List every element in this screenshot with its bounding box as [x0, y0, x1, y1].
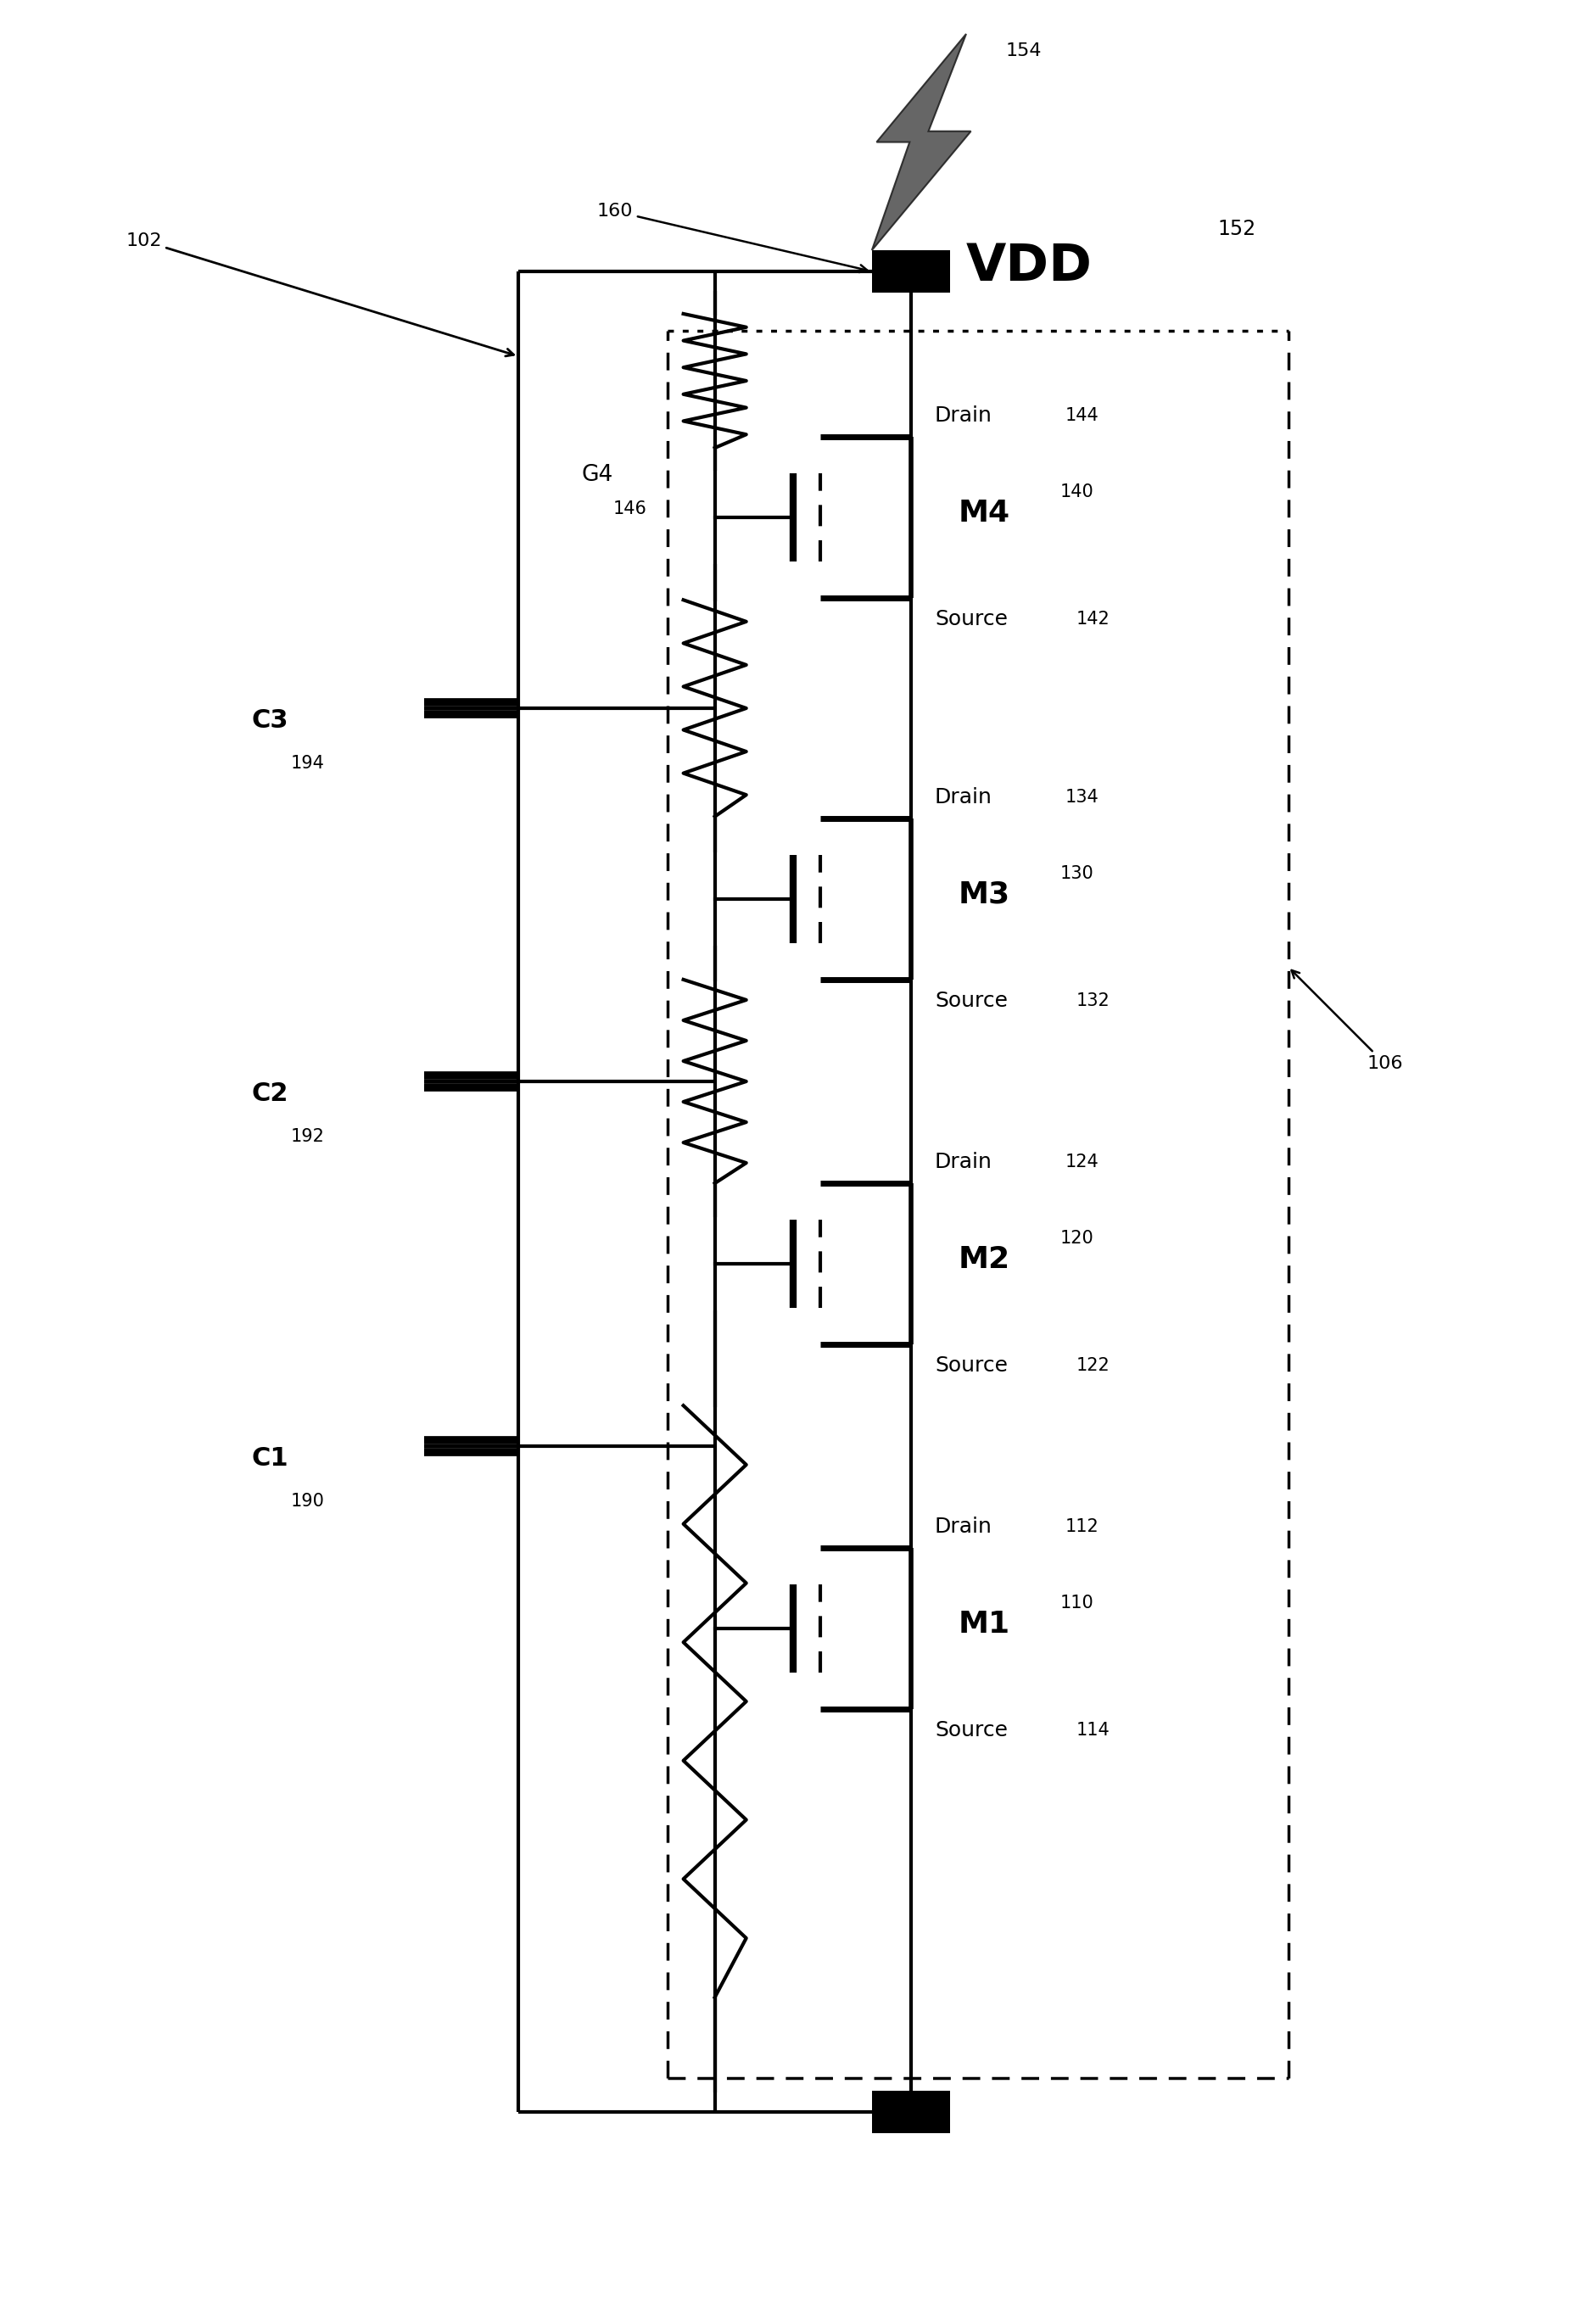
Text: 110: 110 [1060, 1594, 1093, 1611]
Text: 160: 160 [597, 202, 867, 272]
Text: 124: 124 [1065, 1153, 1098, 1171]
Text: G4: G4 [581, 465, 613, 486]
Text: C3: C3 [251, 709, 287, 734]
Text: C2: C2 [251, 1083, 287, 1106]
Text: 140: 140 [1060, 483, 1093, 500]
Text: 194: 194 [291, 755, 325, 772]
Text: 114: 114 [1076, 1722, 1109, 1738]
Text: 152: 152 [1218, 218, 1255, 239]
Text: 106: 106 [1291, 969, 1403, 1071]
Text: 144: 144 [1065, 407, 1098, 423]
Text: M3: M3 [958, 881, 1010, 909]
Text: Source: Source [935, 1720, 1007, 1741]
Text: 132: 132 [1076, 992, 1109, 1009]
Text: Drain: Drain [935, 404, 993, 425]
Text: 190: 190 [291, 1492, 325, 1511]
Bar [872, 251, 950, 293]
Text: Drain: Drain [935, 1518, 993, 1536]
Text: 102: 102 [126, 232, 514, 356]
Text: M2: M2 [958, 1246, 1010, 1274]
Text: M1: M1 [958, 1611, 1010, 1638]
Text: 134: 134 [1065, 788, 1098, 806]
Text: Drain: Drain [935, 788, 993, 806]
Text: 154: 154 [1005, 42, 1042, 60]
Text: Source: Source [935, 609, 1007, 630]
Text: 122: 122 [1076, 1357, 1109, 1373]
Text: VDD: VDD [966, 242, 1092, 293]
Text: 142: 142 [1076, 611, 1109, 627]
Text: 112: 112 [1065, 1518, 1098, 1536]
Text: M4: M4 [958, 500, 1010, 528]
Text: C1: C1 [251, 1446, 289, 1471]
Text: 192: 192 [291, 1127, 325, 1146]
Text: 120: 120 [1060, 1229, 1093, 1246]
Polygon shape [872, 35, 971, 251]
Text: Source: Source [935, 990, 1007, 1011]
Text: 130: 130 [1060, 865, 1093, 883]
Text: Drain: Drain [935, 1153, 993, 1171]
Text: 146: 146 [613, 500, 647, 518]
Text: Source: Source [935, 1355, 1007, 1376]
Bar [872, 2092, 950, 2133]
